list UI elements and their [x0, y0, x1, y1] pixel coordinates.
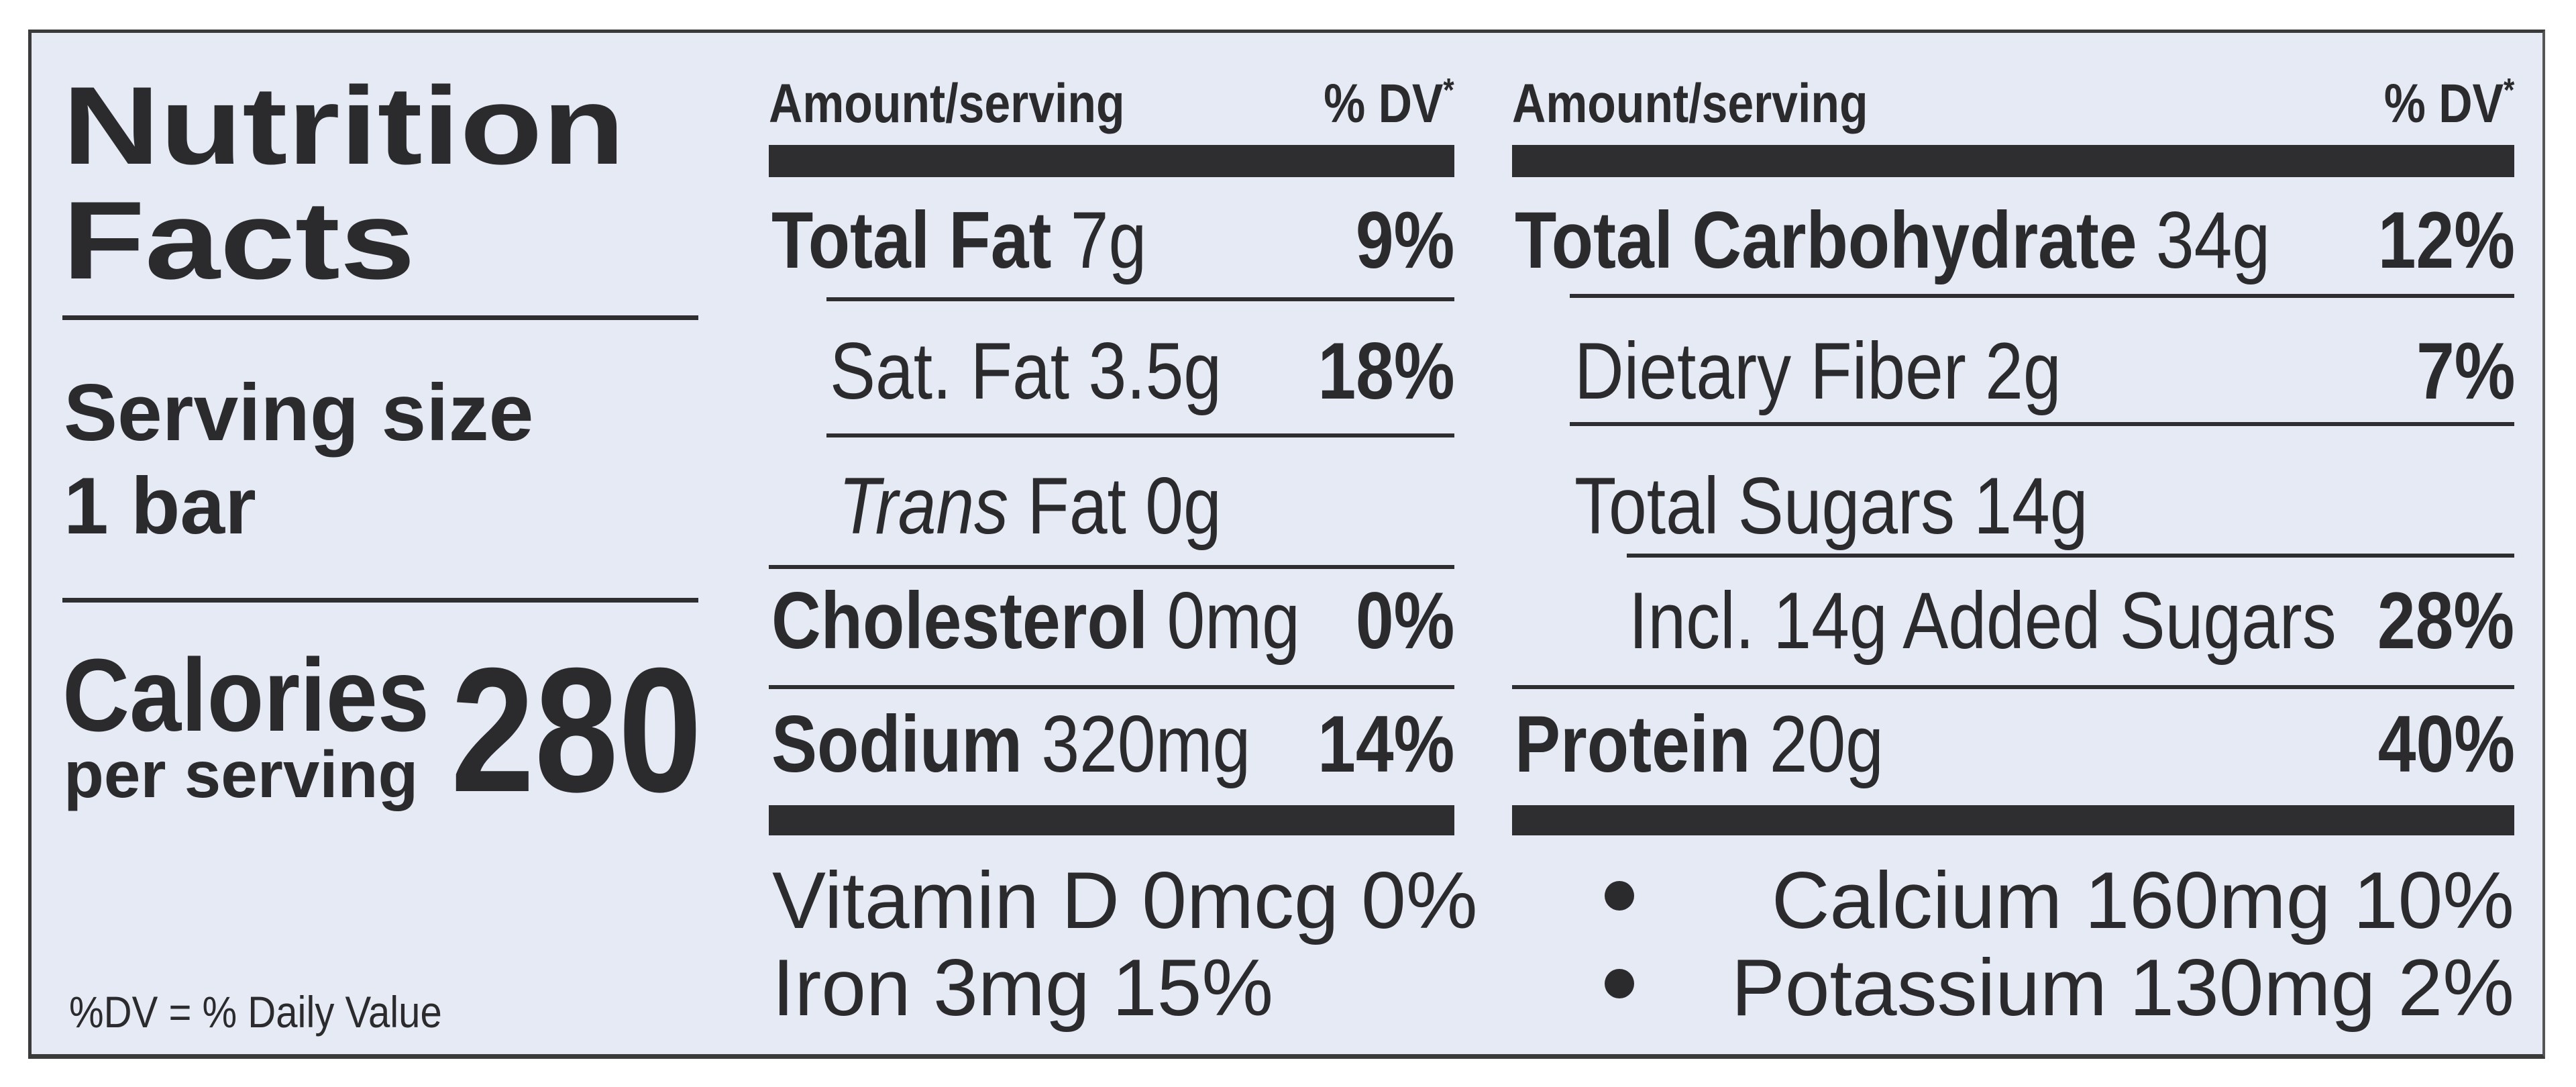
- serving-size-value: 1 bar: [64, 461, 256, 551]
- calcium: Calcium 160mg 10%: [1771, 856, 2514, 945]
- nutrient-row-total-fat: Total Fat 7g 9%: [771, 195, 1455, 285]
- divider: [769, 565, 1454, 569]
- nutrient-row-trans-fat: Trans Fat 0g: [839, 461, 1222, 551]
- nutrient-row-cholesterol: Cholesterol 0mg 0%: [771, 576, 1455, 666]
- divider: [826, 297, 1454, 301]
- nutrient-row-total-carbohydrate: Total Carbohydrate 34g 12%: [1515, 195, 2515, 285]
- amount-per-serving-label: Amount/serving: [1512, 73, 1868, 134]
- calories-value: 280: [451, 631, 702, 829]
- thick-bar: [1512, 805, 2514, 835]
- nutrient-row-dietary-fiber: Dietary Fiber 2g 7%: [1574, 326, 2516, 416]
- divider: [1627, 554, 2514, 558]
- calories-label: Calories: [62, 637, 429, 753]
- potassium: Potassium 130mg 2%: [1731, 943, 2514, 1033]
- right-header: Amount/serving % DV*: [1512, 72, 2515, 134]
- dv-label: % DV*: [2383, 72, 2515, 134]
- title-facts: Facts: [62, 178, 415, 302]
- divider: [769, 685, 1454, 689]
- daily-value-footnote: %DV = % Daily Value: [69, 987, 442, 1037]
- iron: Iron 3mg 15%: [772, 943, 1274, 1033]
- divider: [1512, 685, 2514, 689]
- amount-per-serving-label: Amount/serving: [769, 73, 1125, 134]
- vitamin-d: Vitamin D 0mcg 0%: [772, 856, 1478, 945]
- nutrient-row-added-sugars: Incl. 14g Added Sugars 28%: [1629, 576, 2515, 666]
- bullet-icon: [1605, 969, 1634, 998]
- divider: [1570, 422, 2514, 426]
- middle-header: Amount/serving % DV*: [769, 72, 1454, 134]
- dv-label: % DV*: [1324, 72, 1454, 134]
- thick-bar: [1512, 145, 2514, 177]
- calories-per-serving: per serving: [64, 737, 419, 811]
- nutrient-row-sodium: Sodium 320mg 14%: [771, 699, 1455, 789]
- divider: [826, 433, 1454, 437]
- thick-bar: [769, 805, 1454, 835]
- divider: [62, 598, 698, 603]
- serving-size-label: Serving size: [64, 368, 534, 458]
- bullet-icon: [1605, 881, 1634, 911]
- nutrition-facts-label: [28, 30, 2545, 1059]
- nutrient-row-sat-fat: Sat. Fat 3.5g 18%: [830, 326, 1455, 416]
- nutrient-row-total-sugars: Total Sugars 14g: [1574, 461, 2088, 551]
- nutrient-row-protein: Protein 20g 40%: [1515, 699, 2515, 789]
- divider: [62, 315, 698, 320]
- thick-bar: [769, 145, 1454, 177]
- divider: [1570, 294, 2514, 298]
- title-nutrition: Nutrition: [62, 64, 625, 187]
